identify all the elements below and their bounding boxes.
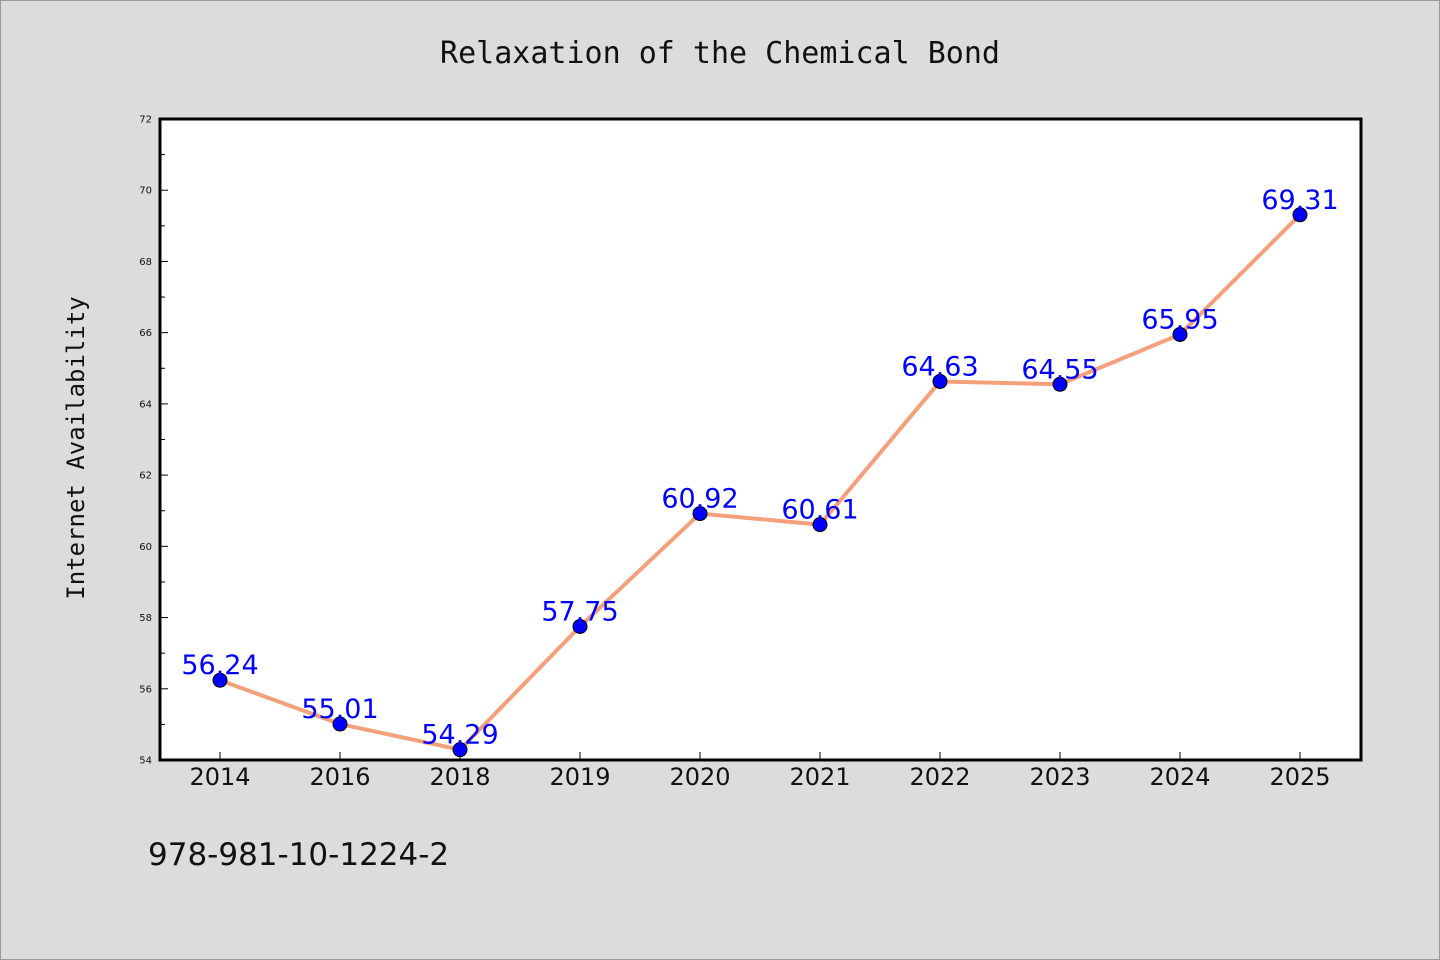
x-tick-label: 2025 [1269,763,1330,791]
y-tick-label: 62 [139,471,152,482]
y-tick-label: 66 [139,328,152,339]
y-tick-label: 56 [139,684,152,695]
data-point-marker [1172,326,1188,342]
x-axis-ticks: 2014 2016 2018 2019 2020 2021 2022 2023 2024 2025 [189,752,1331,791]
y-axis-label: Internet Availability [62,296,90,599]
data-point-label: 60.61 [781,495,858,526]
data-point-marker [332,716,348,732]
y-tick-label: 54 [139,756,152,767]
data-point-label: 65.95 [1141,304,1218,335]
isbn-text: 978-981-10-1224-2 [148,837,449,873]
data-point-label: 69.31 [1261,185,1338,216]
y-tick-label: 64 [139,399,152,410]
data-point-marker [452,742,468,758]
data-point-label: 64.63 [901,351,978,382]
data-point-label: 55.01 [301,694,378,725]
data-point-label: 56.24 [181,650,258,681]
data-point-marker [1292,207,1308,223]
data-point-label: 64.55 [1021,354,1098,385]
x-tick-label: 2020 [669,763,730,791]
x-tick-label: 2024 [1149,763,1210,791]
data-point-label: 54.29 [421,720,498,751]
y-tick-label: 72 [139,115,152,126]
plot-area [158,117,1363,762]
y-tick-label: 68 [139,257,152,268]
data-point-marker [572,618,588,634]
chart-title: Relaxation of the Chemical Bond [440,36,1000,71]
data-point-marker [692,506,708,522]
data-point-label: 60.92 [661,484,738,515]
data-point-marker [212,672,228,688]
data-point-marker [932,373,948,389]
x-tick-label: 2021 [789,763,850,791]
x-tick-label: 2023 [1029,763,1090,791]
series-line-group [218,212,1302,752]
x-tick-label: 2019 [549,763,610,791]
x-tick-label: 2018 [429,763,490,791]
data-labels: 56.24 55.01 54.29 57.75 60.92 60.61 64.63 64.55… [181,185,1338,751]
x-tick-label: 2022 [909,763,970,791]
x-tick-label: 2016 [309,763,370,791]
data-point-label: 57.75 [541,596,618,627]
data-point-marker [1052,376,1068,392]
y-tick-label: 58 [139,613,152,624]
data-point-marker [812,517,828,533]
series-line [218,212,1302,752]
y-tick-label: 70 [139,186,152,197]
y-tick-label: 60 [139,542,152,553]
y-axis-ticks: 54 56 58 60 62 64 66 68 70 72 [139,115,168,767]
x-tick-label: 2014 [189,763,250,791]
data-markers [212,207,1308,758]
